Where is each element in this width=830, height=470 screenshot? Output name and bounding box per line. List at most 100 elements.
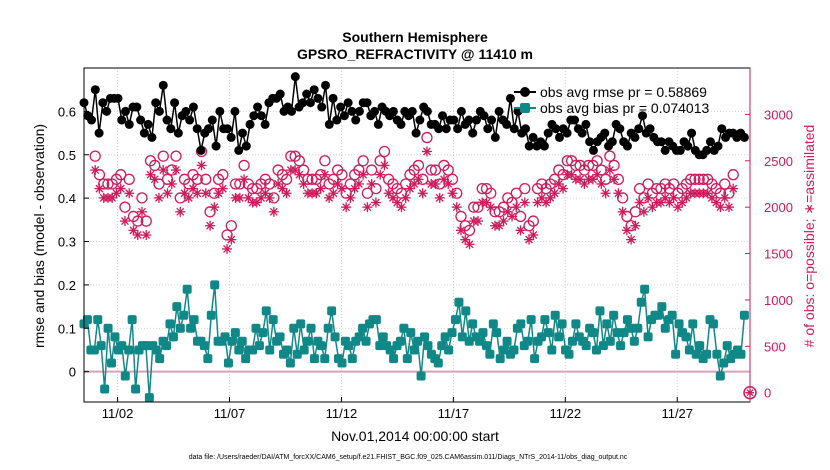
asterisk-stroke (210, 203, 219, 212)
rmse-point (154, 106, 164, 116)
rmse-point (196, 145, 206, 155)
bias-point (502, 336, 512, 346)
obs-assimilated-marker (366, 178, 377, 189)
asterisk-stroke (661, 193, 670, 202)
obs-assimilated-marker (592, 169, 603, 180)
asterisk-stroke (125, 189, 134, 198)
rmse-point (102, 106, 112, 116)
obs-possible-marker (123, 173, 135, 185)
asterisk-stroke (474, 217, 482, 226)
rmse-point (449, 115, 459, 125)
obs-assimilated-marker (396, 202, 407, 213)
y2-tick-label: 1000 (764, 293, 793, 308)
bias-point (612, 328, 622, 338)
asterisk-stroke (448, 189, 457, 198)
obs-assimilated-marker (298, 178, 309, 189)
rmse-point (305, 98, 315, 108)
asterisk-stroke (261, 189, 270, 198)
bias-point (488, 319, 498, 329)
bias-point (168, 332, 178, 342)
asterisk-stroke (278, 184, 287, 193)
rmse-point (490, 132, 500, 142)
y-axis-label: rmse and bias (model - observation) (31, 124, 47, 348)
obs-assimilated-marker (353, 178, 364, 189)
asterisk-stroke (720, 193, 729, 202)
obs-possible-marker (527, 215, 539, 227)
chart-title-line-2: GPSRO_REFRACTIVITY @ 11410 m (297, 46, 533, 62)
asterisk-stroke (567, 170, 576, 179)
bias-point (423, 341, 433, 351)
bias-point (182, 284, 192, 294)
obs-possible-marker (561, 155, 573, 167)
rmse-point (468, 128, 478, 138)
obs-assimilated-marker (222, 243, 233, 254)
bias-point (722, 341, 732, 351)
bias-point (103, 323, 113, 333)
asterisk-stroke (167, 180, 176, 188)
rmse-point (411, 128, 421, 138)
bias-point (299, 345, 309, 355)
asterisk-stroke (601, 189, 610, 198)
bias-point (736, 349, 746, 359)
asterisk-stroke (716, 203, 725, 212)
asterisk-stroke (316, 184, 325, 193)
asterisk-stroke (227, 235, 236, 244)
obs-assimilated-marker (315, 183, 326, 194)
obs-assimilated-marker (723, 202, 734, 213)
asterisk-stroke (639, 207, 648, 216)
obs-assimilated-marker (115, 183, 126, 194)
obs-possible-marker (685, 173, 697, 185)
y-tick-label: 0.1 (58, 321, 76, 336)
asterisk-stroke (622, 226, 631, 235)
y-tick-label: 0.3 (58, 235, 76, 250)
obs-possible-marker (157, 150, 169, 162)
bias-point (526, 315, 536, 325)
asterisk-stroke (499, 217, 508, 226)
asterisk-stroke (282, 189, 291, 198)
x-tick-label: 11/02 (102, 406, 134, 421)
bias-point (320, 354, 330, 364)
bias-point (530, 354, 540, 364)
bias-point (684, 345, 694, 355)
bias-point (203, 354, 213, 364)
rmse-point (181, 106, 191, 116)
obs-assimilated-marker (90, 165, 101, 176)
obs-assimilated-marker (485, 202, 496, 213)
obs-assimilated-marker (447, 188, 458, 199)
bias-point (354, 332, 364, 342)
bias-point (485, 349, 495, 359)
rmse-point (260, 119, 270, 129)
obs-assimilated-marker (345, 192, 356, 203)
obs-assimilated-marker (660, 192, 671, 203)
bias-series (79, 280, 749, 403)
rmse-point (147, 132, 157, 142)
obs-possible-marker (519, 182, 531, 195)
rmse-point (162, 115, 172, 125)
obs-possible-marker (591, 155, 603, 167)
rmse-point (373, 119, 383, 129)
bias-point (344, 341, 354, 351)
asterisk-stroke (554, 180, 563, 188)
rmse-point (173, 128, 183, 138)
asterisk-stroke (482, 198, 491, 207)
bias-point (643, 332, 653, 342)
obs-possible-marker (293, 155, 306, 167)
bias-point (475, 336, 485, 346)
rmse-point (241, 141, 251, 151)
obs-possible-marker (140, 215, 152, 227)
bias-point (258, 328, 268, 338)
obs-assimilated-marker (638, 206, 649, 217)
bias-point (633, 323, 643, 333)
bias-point (492, 328, 502, 338)
asterisk-stroke (431, 180, 440, 188)
obs-assimilated-marker (319, 169, 330, 180)
rmse-point (188, 102, 198, 112)
rmse-point (464, 115, 474, 125)
obs-assimilated-marker (171, 165, 182, 176)
obs-possible-marker (633, 182, 646, 195)
obs-assimilated-marker (294, 169, 305, 180)
obs-possible-marker (361, 187, 374, 199)
bias-point (175, 323, 185, 333)
obs-assimilated-marker (370, 197, 381, 208)
bias-point (622, 315, 632, 325)
